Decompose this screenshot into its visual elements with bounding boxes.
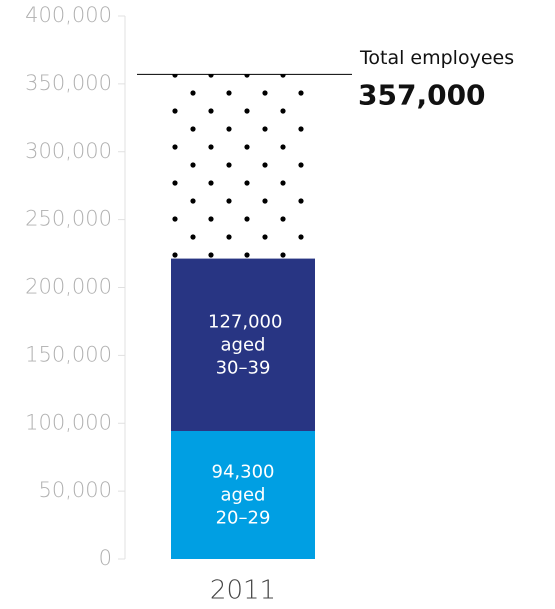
value-label: 94,300 [211,461,275,483]
segment-label: 94,300 aged 20–29 [198,460,288,529]
annotation-value: 357,000 [358,78,486,111]
y-tick-label: 200,000 [25,275,112,299]
bar-segment [171,258,315,431]
series-name: aged 20–29 [215,484,271,529]
bar-segment [171,430,315,559]
x-tick-label: 2011 [210,576,276,606]
annotation-text: Total employees [359,47,514,69]
segment-label: 127,000 aged 30–39 [198,310,288,379]
y-tick-label: 150,000 [25,342,112,366]
y-tick-label: 100,000 [25,410,112,434]
y-tick-label: 350,000 [25,71,112,95]
bar-segment [171,74,315,259]
value-label: 127,000 [208,311,283,333]
y-tick-label: 0 [99,546,112,570]
y-tick-label: 300,000 [25,139,112,163]
y-tick-label: 250,000 [25,207,112,231]
y-tick-label: 400,000 [25,3,112,27]
series-name: aged 30–39 [215,334,271,379]
y-tick-label: 50,000 [39,478,112,502]
